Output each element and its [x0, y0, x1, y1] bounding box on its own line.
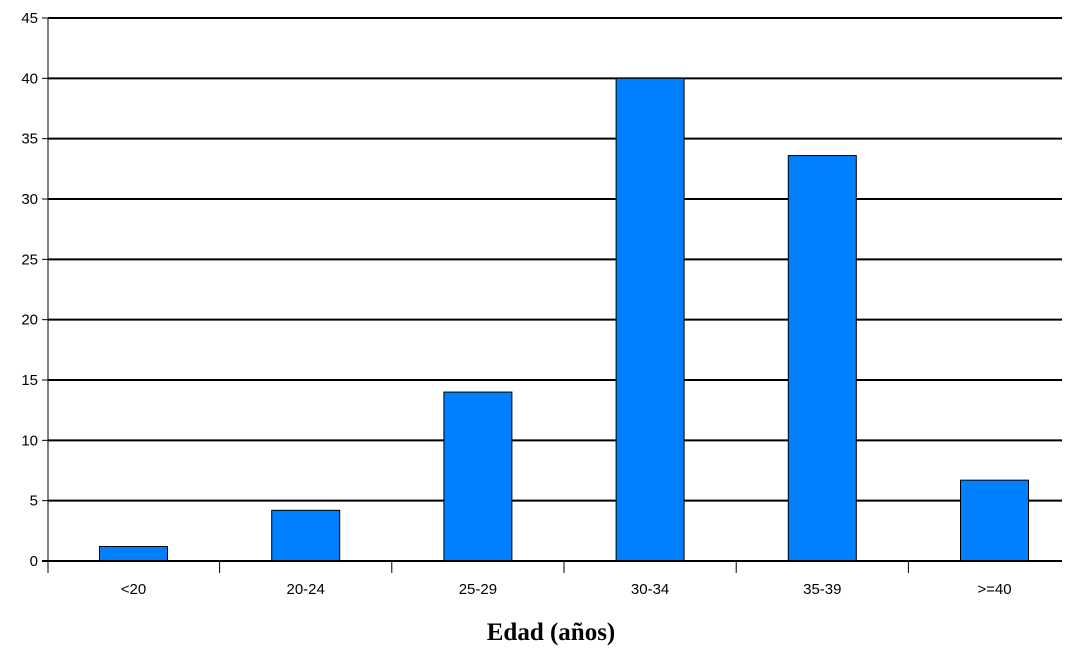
y-tick-label: 0: [30, 553, 38, 570]
x-tick-label: 25-29: [459, 581, 497, 598]
grid-lines: [48, 17, 1062, 502]
x-tick-label: 35-39: [803, 581, 841, 598]
bar: [615, 77, 685, 562]
y-tick-label: 30: [21, 191, 38, 208]
y-tick-label: 40: [21, 70, 38, 87]
y-tick-label: 20: [21, 312, 38, 329]
y-tick-label: 15: [21, 372, 38, 389]
bar: [443, 391, 513, 562]
x-axis-title: Edad (años): [487, 619, 616, 646]
bar: [960, 479, 1029, 562]
y-tick-label: 10: [21, 432, 38, 449]
y-tick-label: 45: [21, 10, 38, 27]
x-tick-label: <20: [121, 581, 146, 598]
x-ticks: <20 20-24 25-29 30-34 35-39 >=40: [121, 561, 1012, 598]
y-tick-label: 25: [21, 251, 38, 268]
y-tick-label: 5: [30, 493, 38, 510]
y-tick-label: 35: [21, 131, 38, 148]
bar: [99, 546, 168, 562]
x-tick-label: >=40: [977, 581, 1011, 598]
bar: [271, 509, 341, 562]
x-tick-label: 20-24: [287, 581, 325, 598]
y-ticks: 0 5 10 15 20 25 30 35 40 45: [21, 10, 48, 570]
bar: [787, 155, 857, 562]
axes: [42, 18, 1062, 573]
bars: [99, 77, 1029, 562]
x-tick-label: 30-34: [631, 581, 669, 598]
